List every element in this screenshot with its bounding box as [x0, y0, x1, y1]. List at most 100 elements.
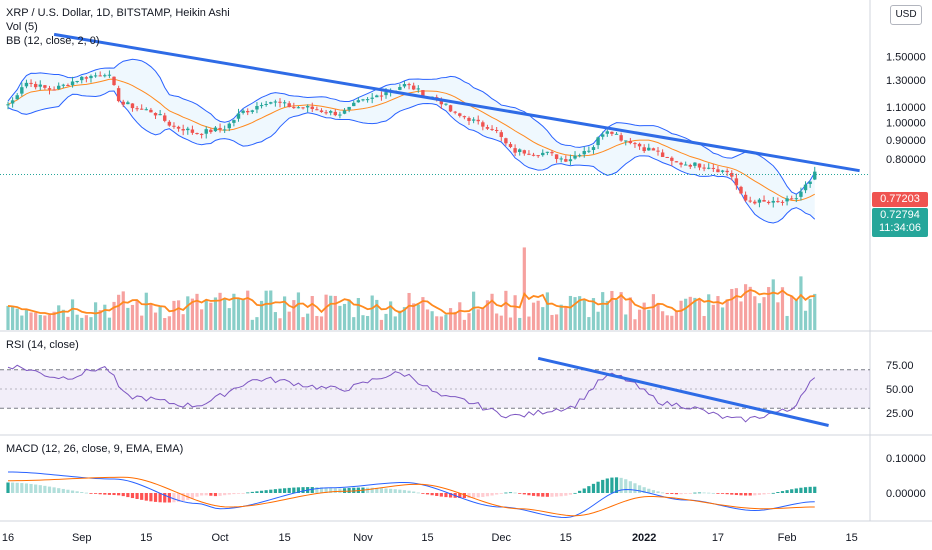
volume-bar [319, 316, 324, 330]
volume-bar [121, 291, 125, 330]
macd-hist-bar [352, 487, 356, 493]
macd-hist-bar [619, 477, 623, 493]
candle-body [743, 194, 748, 201]
candle-body [361, 99, 365, 101]
candle-body [587, 150, 591, 152]
macd-hist-bar [813, 486, 817, 493]
candle-body [292, 107, 296, 109]
time-tick-label: Feb [778, 532, 797, 544]
candle-body [255, 106, 259, 110]
macd-hist-bar [34, 484, 38, 493]
candle-body [29, 82, 33, 84]
bb-upper-price-tag: 0.77203 [872, 192, 928, 207]
candle-body [605, 131, 609, 134]
candle-body [730, 173, 734, 177]
macd-hist-bar [495, 493, 499, 495]
candle-body [167, 121, 172, 126]
candle-body [803, 184, 808, 191]
candle-body [499, 132, 503, 137]
volume-bar [310, 296, 314, 330]
macd-hist-bar [38, 485, 42, 493]
macd-hist-bar [135, 493, 139, 499]
macd-hist-bar [568, 493, 573, 495]
macd-hist-bar [15, 482, 19, 493]
volume-bar [711, 304, 715, 330]
candle-body [799, 191, 803, 197]
macd-tick-label: 0.00000 [886, 488, 926, 500]
candle-body [748, 200, 752, 202]
macd-hist-bar [499, 493, 503, 494]
volume-bar [421, 297, 425, 330]
macd-hist-bar [674, 493, 679, 495]
volume-bar [324, 294, 328, 330]
candle-body [112, 76, 116, 86]
candle-body [379, 95, 384, 97]
macd-hist-bar [642, 487, 646, 493]
volume-bar [255, 317, 259, 330]
candle-body [716, 169, 720, 173]
candle-body [633, 143, 637, 145]
candle-body [232, 120, 236, 123]
candle-body [651, 148, 656, 151]
macd-hist-bar [6, 482, 10, 493]
candle-body [47, 88, 52, 90]
candle-body [693, 162, 697, 166]
macd-hist-bar [149, 493, 153, 502]
macd-hist-bar [283, 488, 287, 493]
volume-bar [481, 307, 485, 330]
candle-body [398, 87, 402, 90]
candle-body [301, 107, 305, 109]
macd-hist-bar [20, 483, 24, 493]
volume-bar [591, 298, 596, 330]
candle-body [624, 140, 628, 142]
macd-hist-bar [610, 477, 614, 493]
macd-hist-bar [278, 488, 282, 493]
candle-body [739, 186, 743, 194]
volume-bar [163, 318, 167, 330]
candle-body [75, 81, 79, 83]
volume-bar [264, 290, 268, 330]
macd-hist-bar [462, 493, 466, 499]
volume-bar [273, 312, 277, 330]
candle-body [771, 200, 775, 203]
volume-bar [259, 300, 264, 330]
volume-bar [117, 294, 121, 330]
volume-bar [725, 299, 729, 330]
volume-bar [47, 314, 52, 330]
candle-body [310, 106, 314, 110]
volume-bar [384, 313, 388, 330]
macd-hist-bar [176, 493, 181, 502]
volume-bar [550, 314, 554, 330]
candle-body [57, 85, 61, 89]
candle-body [241, 110, 245, 113]
macd-hist-bar [84, 492, 88, 494]
macd-hist-bar [412, 491, 416, 493]
candle-body [531, 154, 536, 156]
volume-bar [140, 315, 144, 330]
candle-body [647, 147, 651, 151]
candle-body [656, 150, 660, 152]
macd-hist-bar [379, 488, 384, 493]
macd-hist-bar [223, 493, 227, 496]
macd-hist-bar [329, 488, 333, 493]
candle-body [6, 104, 10, 106]
macd-hist-bar [757, 493, 762, 495]
volume-bar [499, 315, 503, 330]
volume-bar [748, 286, 752, 330]
candle-body [688, 164, 692, 167]
macd-hist-bar [467, 493, 471, 498]
volume-bar [444, 314, 448, 330]
macd-hist-bar [213, 493, 218, 497]
candle-body [218, 127, 222, 130]
candle-body [734, 178, 739, 186]
candle-body [342, 110, 347, 114]
candle-body [80, 76, 84, 81]
macd-hist-bar [375, 487, 379, 493]
volume-bar [472, 291, 476, 330]
volume-bar [236, 298, 241, 330]
currency-button[interactable]: USD [890, 5, 922, 25]
candle-body [213, 127, 218, 132]
candle-body [725, 170, 729, 173]
volume-bar [734, 288, 738, 330]
